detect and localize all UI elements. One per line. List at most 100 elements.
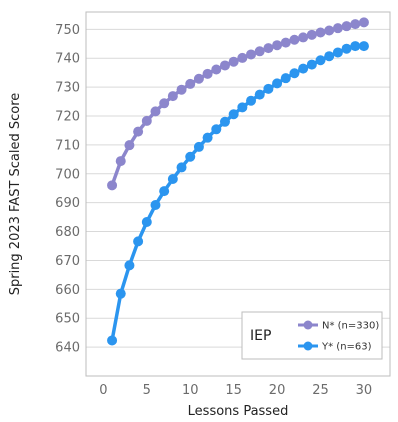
data-point <box>211 64 222 75</box>
legend-swatch-marker <box>303 320 313 330</box>
gridlines <box>86 28 390 348</box>
data-point <box>272 78 283 89</box>
data-point <box>289 68 300 79</box>
legend-swatch-marker <box>303 341 313 351</box>
data-point <box>254 46 265 57</box>
y-tick-label: 670 <box>55 254 80 269</box>
data-point <box>193 73 204 84</box>
legend-label: N* (n=330) <box>322 321 379 332</box>
data-point <box>332 23 343 34</box>
data-point <box>254 89 265 100</box>
x-axis-label: Lessons Passed <box>188 404 289 419</box>
data-point <box>237 102 248 113</box>
data-point <box>280 37 291 48</box>
data-point <box>202 132 213 143</box>
data-point <box>237 52 248 63</box>
x-axis-ticks: 0 5 10 15 20 25 30 <box>99 383 372 398</box>
legend-items: N* (n=330) Y* (n=63) <box>298 320 379 353</box>
data-point <box>141 115 152 126</box>
data-point <box>176 162 187 173</box>
data-point <box>358 41 369 52</box>
data-point <box>159 186 170 197</box>
data-point <box>211 124 222 135</box>
data-point <box>150 199 161 210</box>
y-tick-label: 710 <box>55 138 80 153</box>
y-tick-label: 720 <box>55 110 80 125</box>
x-tick-label: 20 <box>269 383 286 398</box>
y-axis-ticks: 640 650 660 670 680 690 700 710 720 730 740 750 <box>55 23 80 356</box>
data-point <box>324 51 335 62</box>
data-point <box>124 260 135 271</box>
legend-label: Y* (n=63) <box>321 342 372 353</box>
data-point <box>167 91 178 102</box>
y-tick-label: 740 <box>55 52 80 67</box>
legend-item: Y* (n=63) <box>298 341 372 353</box>
legend-title: IEP <box>250 328 271 344</box>
data-point <box>341 21 352 32</box>
data-point <box>324 25 335 36</box>
data-point <box>193 141 204 152</box>
y-axis-label: Spring 2023 FAST Scaled Score <box>8 93 23 296</box>
data-point <box>272 40 283 51</box>
x-tick-label: 5 <box>143 383 151 398</box>
data-point <box>350 19 361 30</box>
x-tick-label: 15 <box>225 383 242 398</box>
plot-frame <box>85 11 391 377</box>
data-point <box>167 173 178 184</box>
data-point <box>107 180 118 191</box>
data-point <box>228 56 239 67</box>
data-point <box>298 32 309 43</box>
y-tick-label: 690 <box>55 196 80 211</box>
data-point <box>141 217 152 228</box>
data-point <box>315 27 326 38</box>
y-tick-label: 750 <box>55 23 80 38</box>
data-point <box>219 116 230 127</box>
x-tick-label: 25 <box>312 383 329 398</box>
data-point <box>280 73 291 84</box>
data-point <box>246 49 257 60</box>
data-point <box>332 47 343 58</box>
y-tick-label: 680 <box>55 225 80 240</box>
series-iep-n <box>107 17 369 191</box>
data-point <box>289 34 300 45</box>
data-point <box>263 43 274 54</box>
legend: IEP N* (n=330) Y* (n=63) <box>241 311 383 360</box>
legend-box <box>241 311 383 360</box>
x-tick-label: 30 <box>356 383 373 398</box>
data-point <box>115 288 126 299</box>
data-point <box>306 29 317 40</box>
data-point <box>263 83 274 94</box>
data-point <box>176 84 187 95</box>
x-tick-label: 10 <box>182 383 199 398</box>
data-point <box>306 59 317 70</box>
data-point <box>133 126 144 137</box>
data-point <box>350 41 361 52</box>
y-tick-label: 730 <box>55 81 80 96</box>
y-tick-label: 700 <box>55 167 80 182</box>
data-point <box>228 109 239 120</box>
series-line <box>110 44 366 343</box>
series-layer <box>107 17 369 346</box>
data-point <box>246 95 257 106</box>
data-point <box>185 78 196 89</box>
y-tick-label: 660 <box>55 283 80 298</box>
data-point <box>315 55 326 66</box>
data-point <box>159 98 170 109</box>
data-point <box>202 68 213 79</box>
data-point <box>341 43 352 54</box>
y-tick-label: 650 <box>55 312 80 327</box>
x-tick-label: 0 <box>99 383 107 398</box>
data-point <box>219 60 230 71</box>
data-point <box>115 156 126 167</box>
data-point <box>150 106 161 117</box>
data-point <box>107 335 118 346</box>
data-point <box>185 151 196 162</box>
series-line <box>110 20 366 188</box>
legend-item: N* (n=330) <box>298 320 379 332</box>
data-point <box>298 63 309 74</box>
data-point <box>358 17 369 28</box>
data-point <box>133 236 144 247</box>
data-point <box>124 140 135 151</box>
series-iep-y <box>107 41 369 346</box>
